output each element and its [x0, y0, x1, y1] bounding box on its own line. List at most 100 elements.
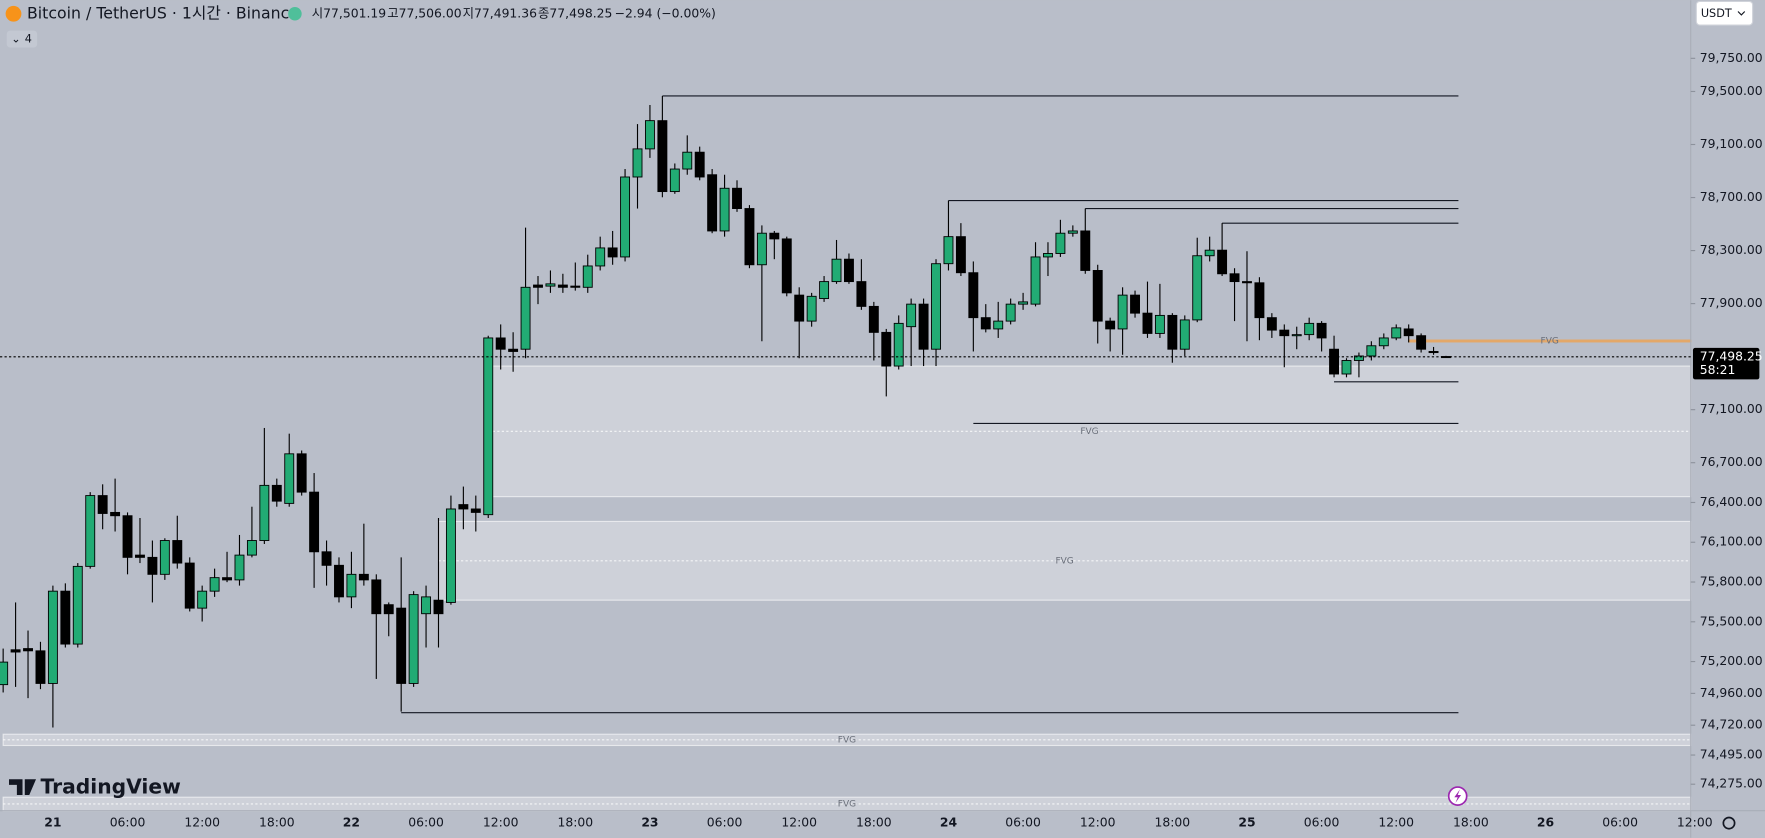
- candle-body: [1167, 314, 1178, 350]
- x-tick-label: 25: [1238, 816, 1255, 830]
- candle-body: [23, 648, 33, 652]
- candle-body: [1304, 322, 1315, 336]
- y-tick-label: 79,750.00: [1700, 51, 1763, 65]
- candle-body: [470, 508, 481, 513]
- candle-body: [209, 577, 220, 592]
- candle-body: [831, 258, 842, 283]
- currency-chevron: [1737, 11, 1746, 16]
- y-tick-label: 75,200.00: [1700, 654, 1763, 668]
- candle-body: [1366, 345, 1377, 357]
- candle-body: [10, 649, 21, 653]
- candle-body: [881, 331, 892, 367]
- candle-body: [769, 232, 780, 240]
- candle-body: [358, 573, 369, 581]
- candle-body: [246, 540, 257, 556]
- candle-body: [955, 236, 966, 274]
- candle-body: [557, 284, 568, 288]
- candle-body: [732, 187, 742, 209]
- candle-body: [1179, 319, 1190, 350]
- candle-body: [682, 151, 693, 170]
- x-tick-label: 12:00: [483, 816, 519, 830]
- candle-body: [234, 554, 245, 581]
- candle-body: [1266, 317, 1277, 331]
- candle-body: [1092, 270, 1103, 322]
- countdown: 58:21: [1700, 363, 1736, 377]
- symbol-title[interactable]: Bitcoin / TetherUS · 1시간 · Binance: [27, 3, 299, 22]
- candle-body: [1204, 249, 1215, 257]
- candle-body: [1030, 256, 1041, 305]
- candle-body: [1316, 322, 1327, 339]
- candle-body: [60, 590, 71, 645]
- candle-body: [346, 573, 357, 598]
- candle-body: [495, 337, 506, 350]
- candle-body: [0, 661, 9, 686]
- indicator-count: 4: [25, 33, 32, 46]
- currency-button[interactable]: [1695, 0, 1754, 26]
- candle-body: [35, 650, 46, 684]
- candle-body: [856, 281, 867, 307]
- candle-body: [1291, 334, 1302, 337]
- fvg-zone: [487, 365, 1692, 498]
- change: −2.94 (−0.00%): [615, 6, 716, 20]
- candle-body: [1117, 294, 1128, 330]
- candle-body: [122, 515, 133, 558]
- candle-body: [1416, 335, 1427, 350]
- candle-body: [620, 176, 631, 258]
- last-price-label: 77,498.25: [1700, 349, 1763, 363]
- y-tick-label: 74,960.00: [1700, 686, 1763, 700]
- x-tick-label: 12:00: [781, 816, 817, 830]
- candle-body: [147, 556, 158, 575]
- y-tick-label: 77,900.00: [1700, 296, 1763, 310]
- candle-body: [819, 281, 830, 300]
- indicator-toggle[interactable]: [6, 30, 38, 48]
- candle-body: [1154, 314, 1165, 334]
- plot-area: FVG FVG FVG FVG FVG: [0, 95, 1692, 812]
- x-tick-label: 18:00: [856, 816, 892, 830]
- candle-body: [893, 322, 904, 367]
- candle-body: [582, 265, 593, 288]
- candle-body: [172, 540, 183, 564]
- x-tick-label: 22: [343, 816, 360, 830]
- candle-body: [669, 168, 680, 193]
- candle-body: [1428, 351, 1439, 354]
- x-tick-label: 12:00: [1378, 816, 1414, 830]
- candle-body: [632, 148, 643, 178]
- candle-body: [1080, 230, 1091, 271]
- candle-body: [184, 562, 195, 609]
- candle-body: [408, 594, 419, 684]
- candle-body: [334, 564, 344, 598]
- candle-body: [1329, 348, 1340, 375]
- candle-body: [943, 236, 954, 265]
- x-tick-label: 18:00: [259, 816, 295, 830]
- candle-body: [445, 508, 456, 603]
- x-tick-label: 18:00: [557, 816, 593, 830]
- candle-body: [868, 305, 879, 333]
- x-tick-label: 06:00: [408, 816, 444, 830]
- y-tick-label: 79,500.00: [1700, 84, 1763, 98]
- candle-body: [1067, 230, 1078, 234]
- x-tick-label: 24: [940, 816, 958, 830]
- candle-body: [644, 120, 655, 150]
- candle-body: [271, 484, 282, 502]
- candle-body: [47, 590, 58, 684]
- settings-button[interactable]: [1722, 816, 1736, 830]
- x-tick-label: 12:00: [184, 816, 220, 830]
- candle-body: [1130, 294, 1140, 314]
- candle-body: [707, 174, 718, 232]
- candle-body: [844, 258, 854, 283]
- candle-body: [520, 286, 531, 350]
- candle-body: [1279, 329, 1290, 337]
- candle-body: [433, 599, 444, 615]
- candle-body: [72, 565, 83, 645]
- y-tick-label: 77,100.00: [1700, 402, 1763, 416]
- x-tick-label: 06:00: [707, 816, 743, 830]
- symbol-icon: [5, 5, 22, 22]
- x-tick-label: 26: [1537, 816, 1554, 830]
- candle-body: [371, 579, 382, 615]
- candle-body: [607, 247, 618, 258]
- fvg-label: FVG: [1541, 336, 1559, 346]
- candle-body: [533, 284, 543, 288]
